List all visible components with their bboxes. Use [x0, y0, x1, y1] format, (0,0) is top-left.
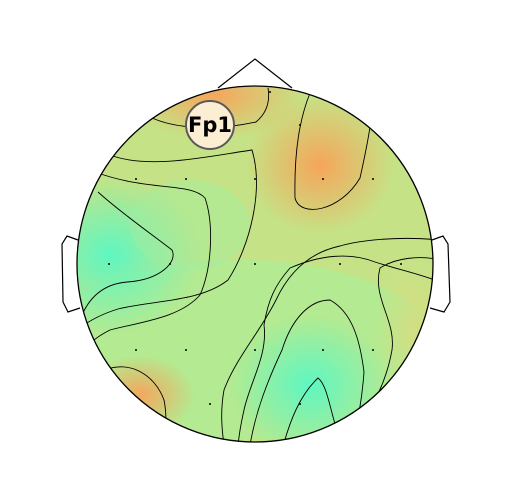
sensor-highlight-fp1: Fp1 [185, 100, 235, 150]
head-outline [76, 85, 434, 443]
sensor-markers [108, 91, 402, 405]
contour-lines [79, 87, 433, 442]
sensor-label: Fp1 [188, 113, 232, 137]
nose-outline [217, 58, 293, 89]
left-ear-outline [61, 235, 81, 313]
right-ear-outline [429, 235, 451, 313]
highlight-circle [185, 100, 235, 150]
topomap-field [77, 86, 433, 442]
